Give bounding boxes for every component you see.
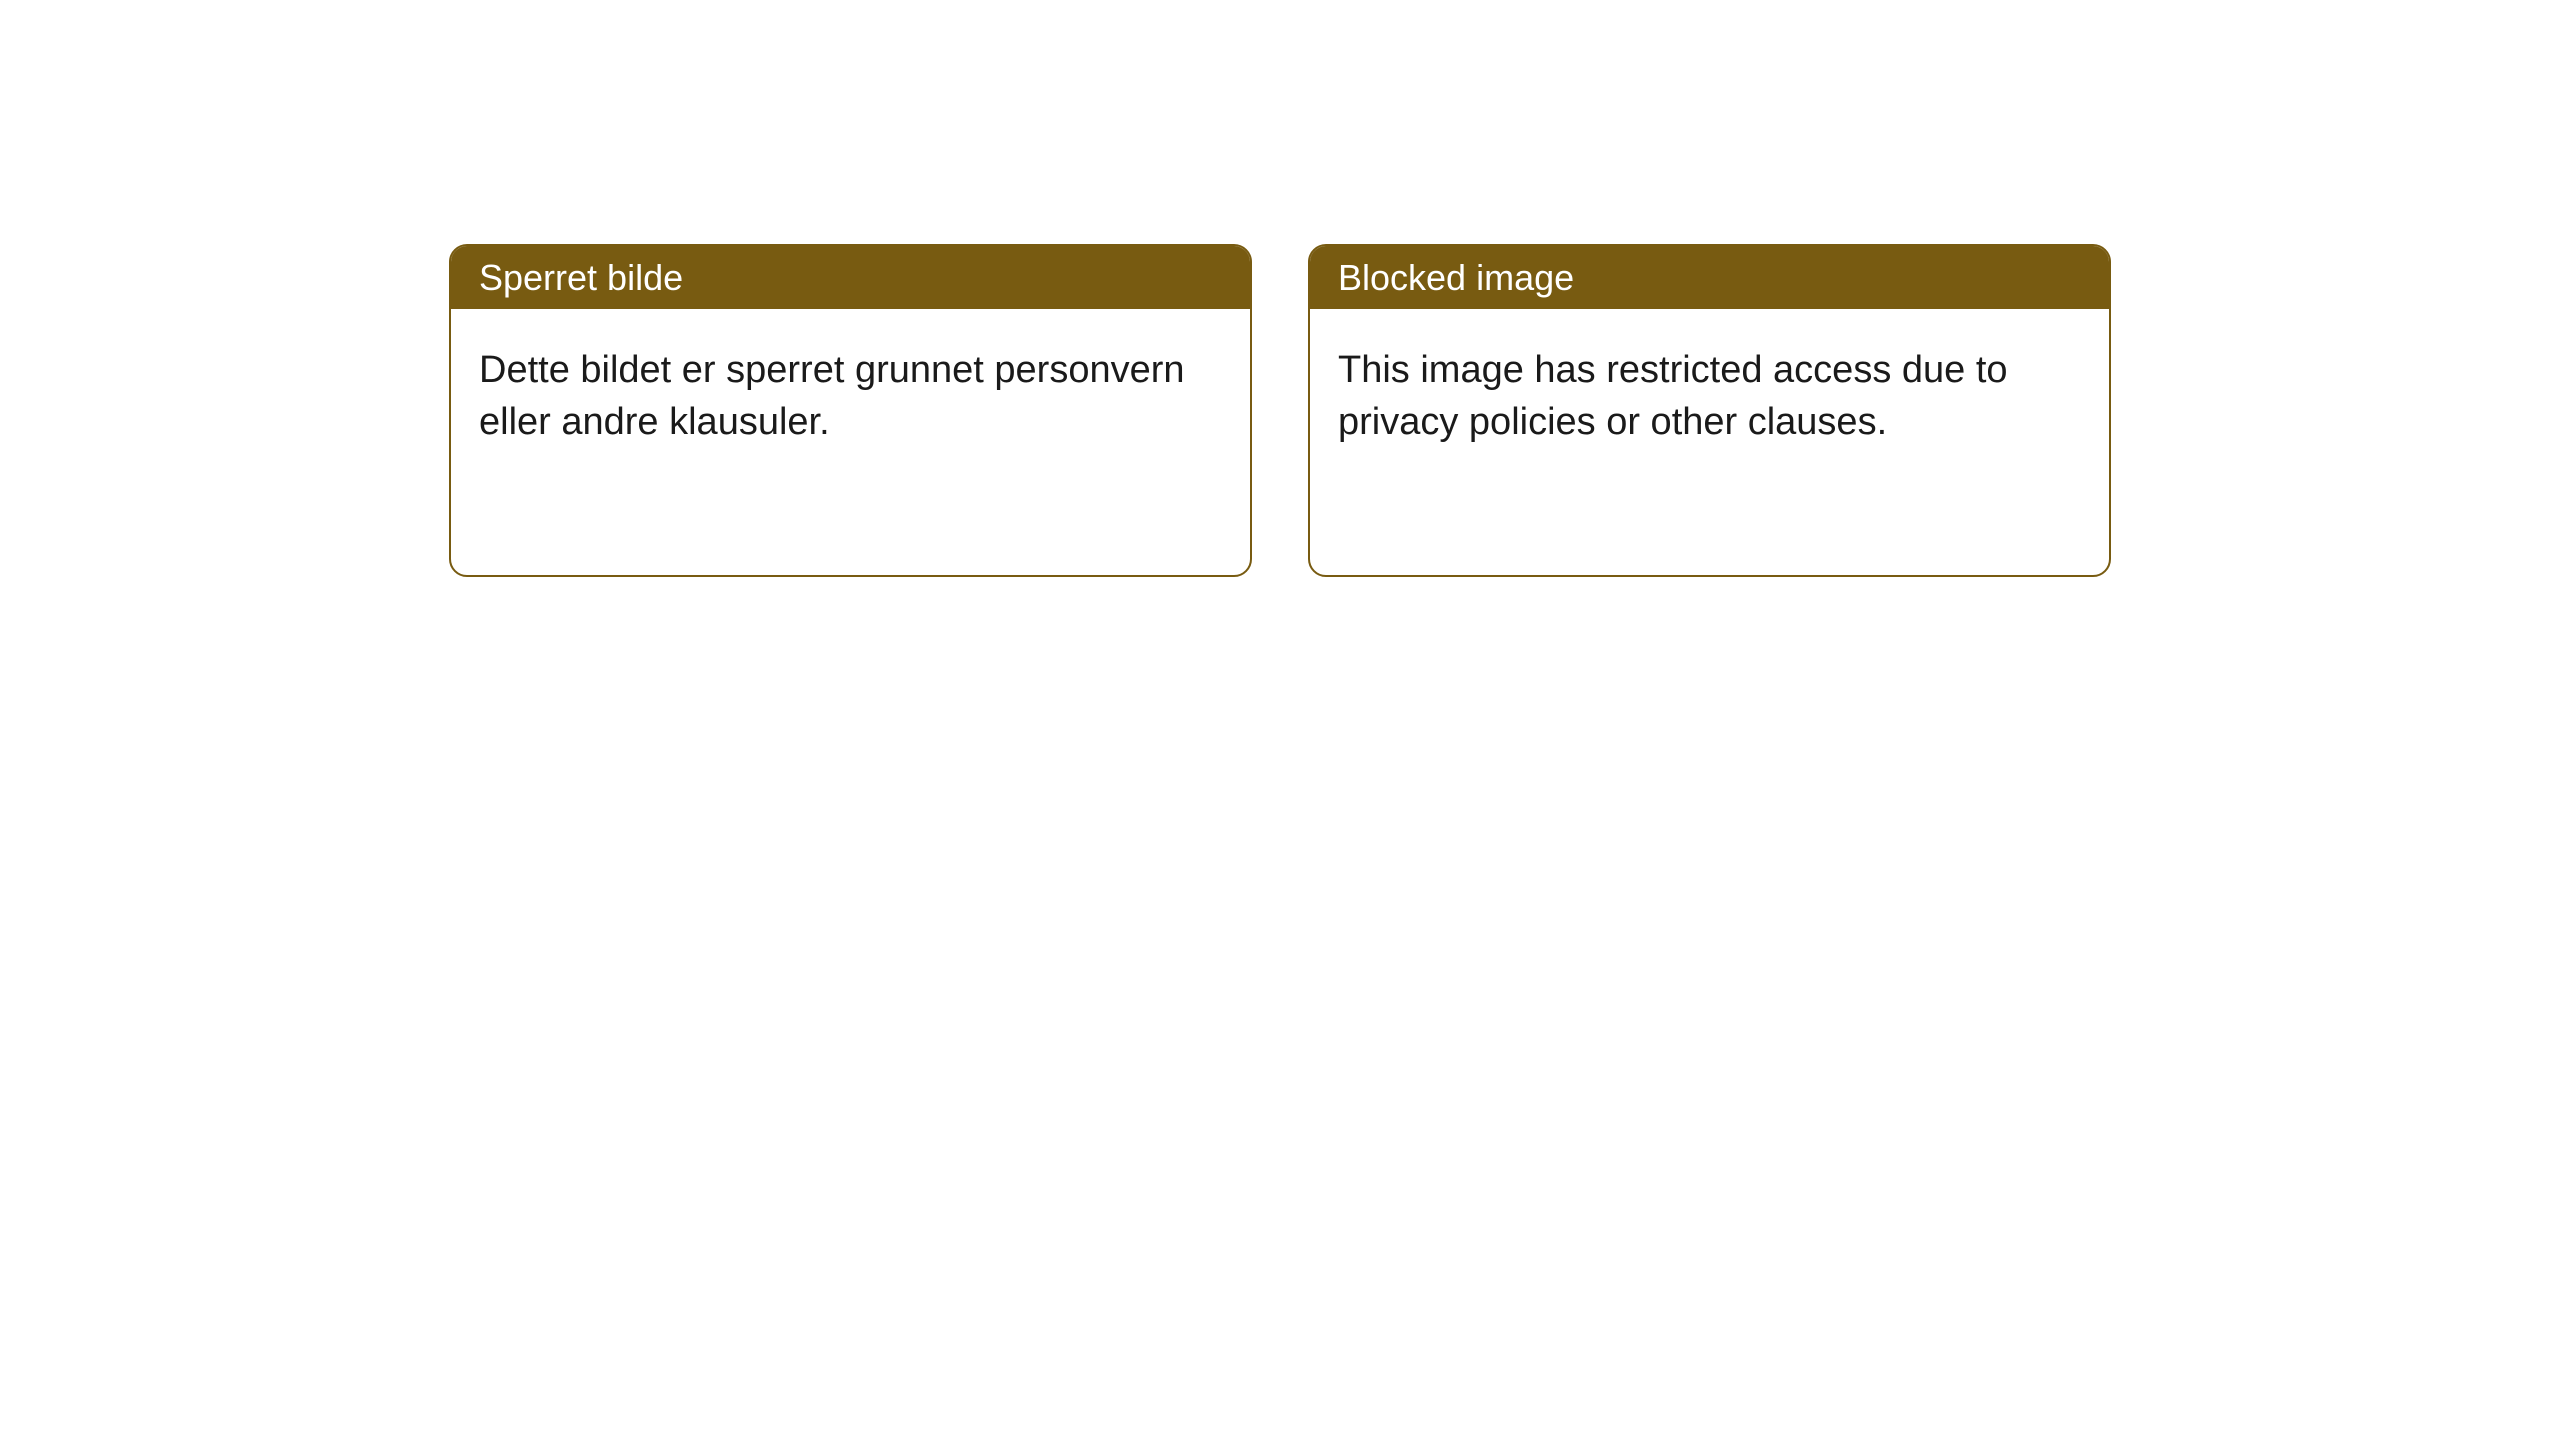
notice-card-body: This image has restricted access due to … <box>1310 309 2109 484</box>
notice-card-body: Dette bildet er sperret grunnet personve… <box>451 309 1250 484</box>
notice-card-body-text: Dette bildet er sperret grunnet personve… <box>479 349 1185 443</box>
notice-cards-container: Sperret bilde Dette bildet er sperret gr… <box>449 244 2111 577</box>
notice-card-header: Blocked image <box>1310 246 2109 309</box>
notice-card-header: Sperret bilde <box>451 246 1250 309</box>
notice-card-title: Sperret bilde <box>479 257 683 298</box>
notice-card-english: Blocked image This image has restricted … <box>1308 244 2111 577</box>
notice-card-body-text: This image has restricted access due to … <box>1338 349 2008 443</box>
notice-card-norwegian: Sperret bilde Dette bildet er sperret gr… <box>449 244 1252 577</box>
notice-card-title: Blocked image <box>1338 257 1574 298</box>
